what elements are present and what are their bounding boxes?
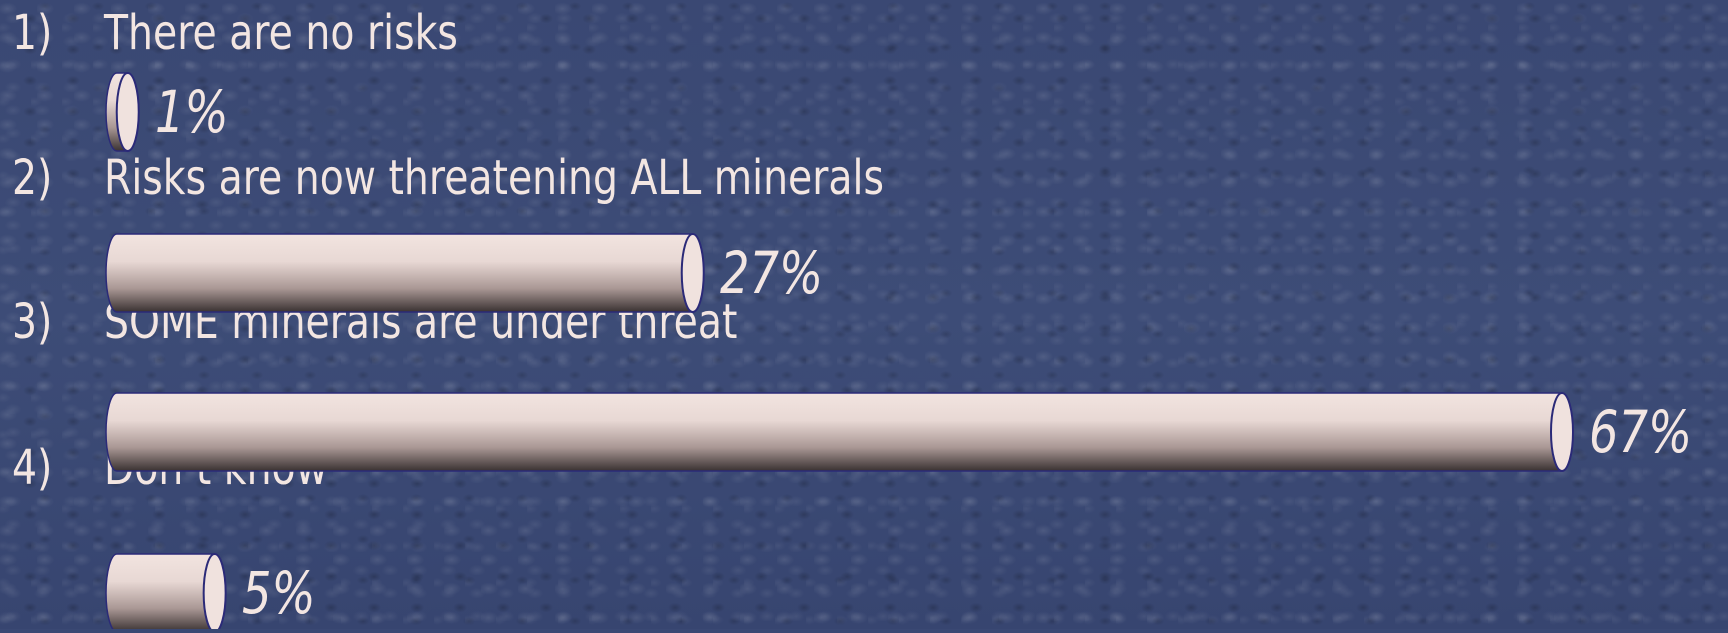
value-label-3: 67% [1589, 398, 1693, 466]
value-label-1: 1% [154, 78, 229, 146]
bar-dont-know-end-cap [202, 553, 227, 629]
item-number-3: 3) [12, 294, 53, 350]
value-label-4: 5% [241, 559, 316, 627]
bar-no-risks [105, 72, 140, 152]
item-number-1: 1) [12, 5, 53, 61]
category-label-all-minerals: Risks are now threatening ALL minerals [104, 150, 884, 206]
bar-no-risks-end-cap [115, 72, 140, 152]
bar-all-minerals [105, 233, 705, 313]
bar-all-minerals-end-cap [680, 233, 705, 313]
bar-some-minerals-end-cap [1550, 392, 1574, 472]
item-number-2: 2) [12, 150, 53, 206]
bar-dont-know [105, 553, 227, 629]
bar-some-minerals [105, 392, 1574, 472]
item-number-4: 4) [12, 440, 53, 496]
value-label-2: 27% [719, 239, 823, 307]
category-label-no-risks: There are no risks [104, 5, 458, 61]
